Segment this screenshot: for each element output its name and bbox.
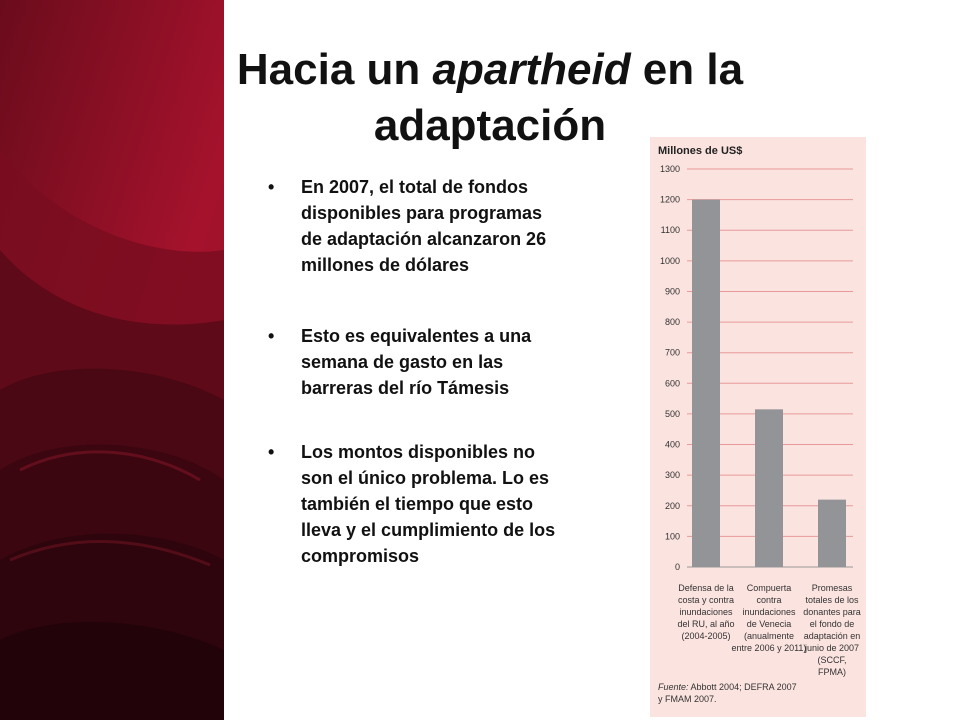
x-category-label: Promesas totales de los donantes para el fo…	[803, 583, 861, 677]
title-italic-word: apartheid	[432, 45, 631, 94]
bar	[818, 499, 846, 567]
x-category-label: Compuerta contra inundaciones de Venecia (an…	[732, 583, 807, 653]
y-tick-label: 1100	[661, 225, 680, 235]
y-tick-label: 300	[665, 470, 680, 480]
slide-title: Hacia un apartheid en la adaptación	[170, 42, 810, 154]
title-part-2: en la adaptación	[373, 45, 744, 150]
y-tick-label: 1000	[660, 256, 680, 266]
chart-panel: Millones de US$ 0 100 200 300 400 500 600 700 800…	[650, 137, 866, 717]
decorative-curtain-background	[0, 0, 224, 720]
source-note: Fuente: Abbott 2004; DEFRA 2007 y FMAM 20…	[658, 682, 797, 704]
bar	[755, 409, 783, 567]
bullet-list: En 2007, el total de fondos disponibles …	[268, 174, 568, 569]
y-tick-label: 800	[665, 317, 680, 327]
y-tick-label: 700	[665, 348, 680, 358]
y-tick-label: 900	[665, 286, 680, 296]
y-tick-label: 400	[665, 440, 680, 450]
title-part-1: Hacia un	[236, 45, 433, 94]
bar-chart: Millones de US$ 0 100 200 300 400 500 600 700 800…	[658, 145, 861, 704]
y-tick-label: 100	[665, 531, 680, 541]
bullet-item: En 2007, el total de fondos disponibles …	[268, 174, 568, 278]
bullet-item: Esto es equivalentes a una semana de gas…	[268, 323, 568, 401]
y-tick-label: 1200	[660, 195, 680, 205]
x-category-label: Defensa de la costa y contra inundaciones d…	[677, 583, 734, 641]
y-tick-label: 1300	[660, 164, 680, 174]
y-tick-label: 600	[665, 378, 680, 388]
bullet-item: Los montos disponibles no son el único p…	[268, 439, 568, 569]
y-tick-label: 200	[665, 501, 680, 511]
y-tick-label: 500	[665, 409, 680, 419]
y-axis-title: Millones de US$	[658, 145, 742, 157]
y-tick-label: 0	[675, 562, 680, 572]
bar	[692, 199, 720, 567]
